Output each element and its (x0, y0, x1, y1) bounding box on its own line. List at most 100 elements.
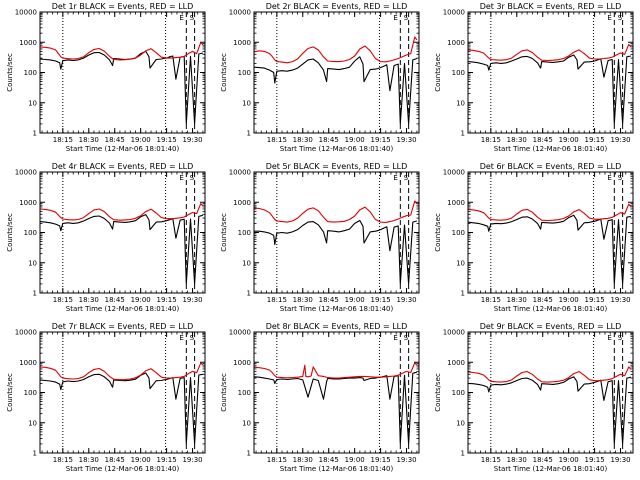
events-series-line (254, 219, 418, 285)
y-tick-label: 100 (238, 229, 251, 237)
x-tick-label: 18:30 (293, 136, 313, 144)
panel-title: Det 8r BLACK = Events, RED = LLD (266, 322, 408, 331)
events-series-line (39, 372, 203, 445)
y-tick-label: 10000 (15, 169, 37, 177)
x-tick-label: 19:15 (157, 296, 177, 304)
lld-series-line (467, 43, 632, 62)
x-tick-label: 18:30 (507, 296, 527, 304)
y-tick-label: 1000 (19, 39, 37, 47)
y-tick-label: 1 (461, 450, 465, 458)
events-series-line (39, 214, 204, 285)
flag-label-e: E (393, 334, 397, 342)
y-tick-label: 10 (456, 99, 465, 107)
x-tick-label: 19:00 (345, 136, 365, 144)
y-tick-label: 1000 (19, 199, 37, 207)
flag-label-e: E (393, 174, 397, 182)
y-tick-label: 10 (242, 419, 251, 427)
y-tick-label: 100 (452, 229, 465, 237)
x-tick-label: 19:30 (396, 136, 416, 144)
events-series-line (467, 214, 632, 285)
y-tick-label: 100 (24, 229, 37, 237)
y-tick-label: 1 (33, 450, 37, 458)
flag-label-s: S (404, 174, 409, 182)
lld-series-line (467, 366, 632, 383)
y-tick-label: 10000 (15, 9, 37, 17)
y-tick-label: 1 (461, 130, 465, 138)
events-series-line (39, 50, 204, 125)
y-tick-label: 100 (452, 69, 465, 77)
lld-series-line (253, 200, 418, 223)
x-tick-label: 18:45 (533, 296, 553, 304)
x-tick-label: 18:15 (481, 296, 501, 304)
x-tick-label: 19:00 (131, 456, 151, 464)
y-tick-label: 100 (24, 389, 37, 397)
events-series-line (467, 376, 632, 445)
plot-frame (467, 171, 634, 294)
x-tick-label: 19:30 (182, 296, 202, 304)
x-tick-label: 18:45 (533, 136, 553, 144)
y-tick-label: 1000 (447, 39, 465, 47)
x-tick-label: 19:00 (559, 456, 579, 464)
x-tick-label: 18:30 (79, 136, 99, 144)
y-tick-label: 1000 (447, 359, 465, 367)
y-axis-label: Counts/sec (220, 213, 228, 252)
y-tick-label: 1 (461, 290, 465, 298)
y-tick-label: 1 (247, 450, 251, 458)
y-axis-label: Counts/sec (6, 213, 14, 252)
x-tick-label: 18:15 (53, 456, 73, 464)
x-tick-label: 18:15 (53, 296, 73, 304)
x-tick-label: 18:30 (507, 136, 527, 144)
panel-title: Det 6r BLACK = Events, RED = LLD (480, 162, 622, 171)
x-tick-label: 19:15 (585, 296, 605, 304)
x-axis-label: Start Time (12-Mar-06 18:01:40) (494, 305, 608, 313)
y-tick-label: 10 (28, 99, 37, 107)
x-tick-label: 18:45 (319, 136, 339, 144)
y-tick-label: 1000 (19, 359, 37, 367)
events-series-line (467, 54, 632, 125)
x-tick-label: 18:45 (105, 136, 125, 144)
plot-frame (467, 331, 634, 454)
x-tick-label: 19:00 (131, 296, 151, 304)
y-tick-label: 1 (33, 290, 37, 298)
flag-label-e: E (179, 174, 183, 182)
lld-series-line (39, 203, 204, 221)
lld-series-line (39, 362, 204, 381)
panel-det-6: Det 6r BLACK = Events, RED = LLD E S 1 10 100… (434, 162, 634, 313)
flag-label-e: E (607, 334, 611, 342)
y-tick-label: 1000 (447, 199, 465, 207)
lld-series-line (253, 36, 418, 64)
x-tick-label: 18:45 (319, 296, 339, 304)
y-axis-label: Counts/sec (220, 373, 228, 412)
y-tick-label: 100 (238, 389, 251, 397)
panel-det-7: Det 7r BLACK = Events, RED = LLD E S 1 10 100… (6, 322, 206, 473)
y-tick-label: 100 (24, 69, 37, 77)
panel-det-3: Det 3r BLACK = Events, RED = LLD E S 1 10 100… (434, 2, 634, 153)
x-tick-label: 19:30 (396, 296, 416, 304)
panel-det-2: Det 2r BLACK = Events, RED = LLD E S 1 10 100… (220, 2, 420, 153)
flag-label-s: S (404, 14, 409, 22)
flag-label-e: E (179, 334, 183, 342)
flag-label-e: E (607, 14, 611, 22)
y-axis-label: Counts/sec (434, 213, 442, 252)
x-tick-label: 19:30 (610, 296, 630, 304)
panel-det-9: Det 9r BLACK = Events, RED = LLD E S 1 10 100… (434, 322, 634, 473)
plot-frame (253, 171, 420, 294)
x-tick-label: 19:15 (157, 136, 177, 144)
plot-frame (253, 331, 420, 454)
x-tick-label: 18:15 (481, 136, 501, 144)
flag-label-s: S (618, 14, 623, 22)
x-tick-label: 19:15 (585, 456, 605, 464)
events-series-line (253, 56, 418, 125)
flag-label-e: E (607, 174, 611, 182)
x-tick-label: 18:30 (507, 456, 527, 464)
flag-label-e: E (179, 14, 183, 22)
panel-title: Det 3r BLACK = Events, RED = LLD (480, 2, 622, 11)
y-tick-label: 10000 (229, 329, 251, 337)
x-tick-label: 18:15 (481, 456, 501, 464)
x-tick-label: 19:15 (371, 456, 391, 464)
panel-title: Det 7r BLACK = Events, RED = LLD (52, 322, 194, 331)
x-tick-label: 18:15 (267, 456, 287, 464)
flag-label-e: E (393, 14, 397, 22)
x-tick-label: 19:00 (559, 136, 579, 144)
x-tick-label: 19:30 (182, 136, 202, 144)
